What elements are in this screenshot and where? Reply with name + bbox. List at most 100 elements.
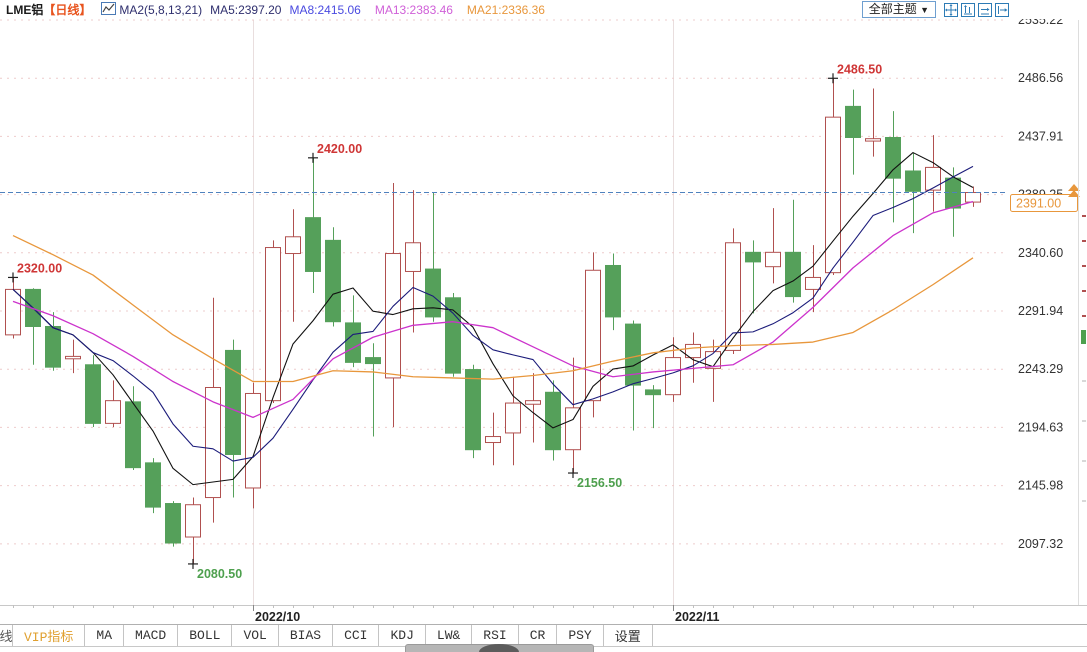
y-axis-label: 2437.91 xyxy=(1018,129,1063,143)
candle-body xyxy=(265,247,281,402)
candle-body xyxy=(745,251,761,263)
theme-dropdown-label: 全部主题 xyxy=(868,2,917,16)
y-axis-label: 2097.32 xyxy=(1018,537,1063,551)
x-axis-label: 2022/10 xyxy=(255,610,300,624)
tab-CCI[interactable]: CCI xyxy=(333,625,380,646)
tab-PSY[interactable]: PSY xyxy=(557,625,604,646)
candle-body xyxy=(585,269,601,402)
pan-icon[interactable] xyxy=(944,2,958,17)
y-axis-label: 2486.56 xyxy=(1018,71,1063,85)
candle-body xyxy=(405,242,421,272)
candle-body xyxy=(485,436,501,444)
tab-CR[interactable]: CR xyxy=(519,625,558,646)
ma5-value: MA5:2397.20 xyxy=(210,2,282,17)
candle-body xyxy=(85,364,101,424)
period-label: 【日线】 xyxy=(43,3,92,17)
candle-body xyxy=(45,325,61,368)
tab-VOL[interactable]: VOL xyxy=(232,625,279,646)
candle-body xyxy=(345,322,361,363)
line-chart-icon[interactable] xyxy=(101,1,117,18)
ma13-line xyxy=(12,200,974,419)
ma8-value: MA8:2415.06 xyxy=(289,2,361,17)
symbol-name: LME铝 xyxy=(6,3,44,17)
candle-body xyxy=(65,355,81,360)
candle-body xyxy=(205,386,221,499)
annotation-label: 2320.00 xyxy=(17,261,62,275)
tab-MA[interactable]: MA xyxy=(85,625,125,646)
candle-body xyxy=(925,166,941,191)
ma13-value: MA13:2383.46 xyxy=(374,2,453,17)
candle-body xyxy=(245,392,261,489)
arrow-up-icon xyxy=(1068,190,1080,197)
ma21-value: MA21:2336.36 xyxy=(466,2,545,17)
candle-body xyxy=(465,369,481,451)
tab-MACD[interactable]: MACD xyxy=(124,625,179,646)
candle-body xyxy=(765,251,781,268)
shift-right-icon[interactable] xyxy=(995,2,1009,17)
candle-body xyxy=(325,239,341,323)
annotation-label: 2080.50 xyxy=(197,567,242,581)
candle-body xyxy=(905,170,921,192)
candle-body xyxy=(825,116,841,274)
tab-KDJ[interactable]: KDJ xyxy=(379,625,426,646)
theme-dropdown[interactable]: 全部主题 ▼ xyxy=(861,1,936,18)
right-strip-mark xyxy=(1082,380,1086,382)
candle-body xyxy=(145,462,161,508)
candle-body xyxy=(385,253,401,379)
chart-header: LME铝 【日线】 MA2(5,8,13,21) MA5:2397.20 MA8… xyxy=(0,0,1087,19)
right-strip-mark xyxy=(1082,215,1086,217)
chevron-down-icon: ▼ xyxy=(920,5,929,15)
tab-VIP指标[interactable]: VIP指标 xyxy=(13,625,86,646)
candle-body xyxy=(945,177,961,209)
candle-body xyxy=(625,323,641,386)
candle-body xyxy=(285,236,301,255)
tab-clipped[interactable]: 线 xyxy=(0,625,13,646)
candle-body xyxy=(665,357,681,396)
right-strip-mark xyxy=(1082,500,1086,502)
tab-LW&[interactable]: LW& xyxy=(426,625,473,646)
tab-BOLL[interactable]: BOLL xyxy=(178,625,233,646)
right-strip-mark xyxy=(1082,240,1086,242)
candle-body xyxy=(885,136,901,179)
candle-body xyxy=(785,251,801,298)
candle-body xyxy=(425,268,441,318)
right-strip-mark xyxy=(1082,460,1086,462)
candle-body xyxy=(545,391,561,451)
candle-body xyxy=(5,288,21,336)
ma5-line xyxy=(12,152,974,486)
tab-设置[interactable]: 设置 xyxy=(604,625,653,646)
tabbar-fill xyxy=(653,625,1087,646)
candle-body xyxy=(565,407,581,451)
candle-body xyxy=(165,503,181,544)
right-strip-mark xyxy=(1082,420,1086,422)
tab-BIAS[interactable]: BIAS xyxy=(279,625,334,646)
taskbar-notch xyxy=(479,644,519,652)
pan-right-icon[interactable] xyxy=(978,2,992,17)
y-axis-label: 2340.60 xyxy=(1018,246,1063,260)
candle-body xyxy=(305,217,321,272)
right-strip-mark xyxy=(1081,330,1086,344)
right-strip-mark xyxy=(1082,290,1086,292)
ma8-line xyxy=(12,165,974,462)
candle-body xyxy=(525,400,541,405)
fit-vertical-icon[interactable] xyxy=(961,2,975,17)
ma-group-label: MA2(5,8,13,21) xyxy=(119,2,203,17)
current-price-tag xyxy=(1010,194,1078,213)
x-axis-label: 2022/11 xyxy=(675,610,720,624)
candle-body xyxy=(225,349,241,455)
candle-body xyxy=(645,389,661,396)
chart-toolbar xyxy=(944,2,1009,17)
candle-body xyxy=(725,242,741,351)
candle-body xyxy=(965,192,981,203)
y-axis-label: 2243.29 xyxy=(1018,362,1063,376)
candle-body xyxy=(105,400,121,424)
candle-body xyxy=(845,105,861,138)
tab-RSI[interactable]: RSI xyxy=(472,625,519,646)
annotation-label: 2156.50 xyxy=(577,476,622,490)
ma21-line xyxy=(12,234,974,383)
candle-body xyxy=(185,504,201,538)
right-strip-mark xyxy=(1082,315,1086,317)
candle-body xyxy=(805,276,821,290)
annotation-label: 2420.00 xyxy=(317,142,362,156)
